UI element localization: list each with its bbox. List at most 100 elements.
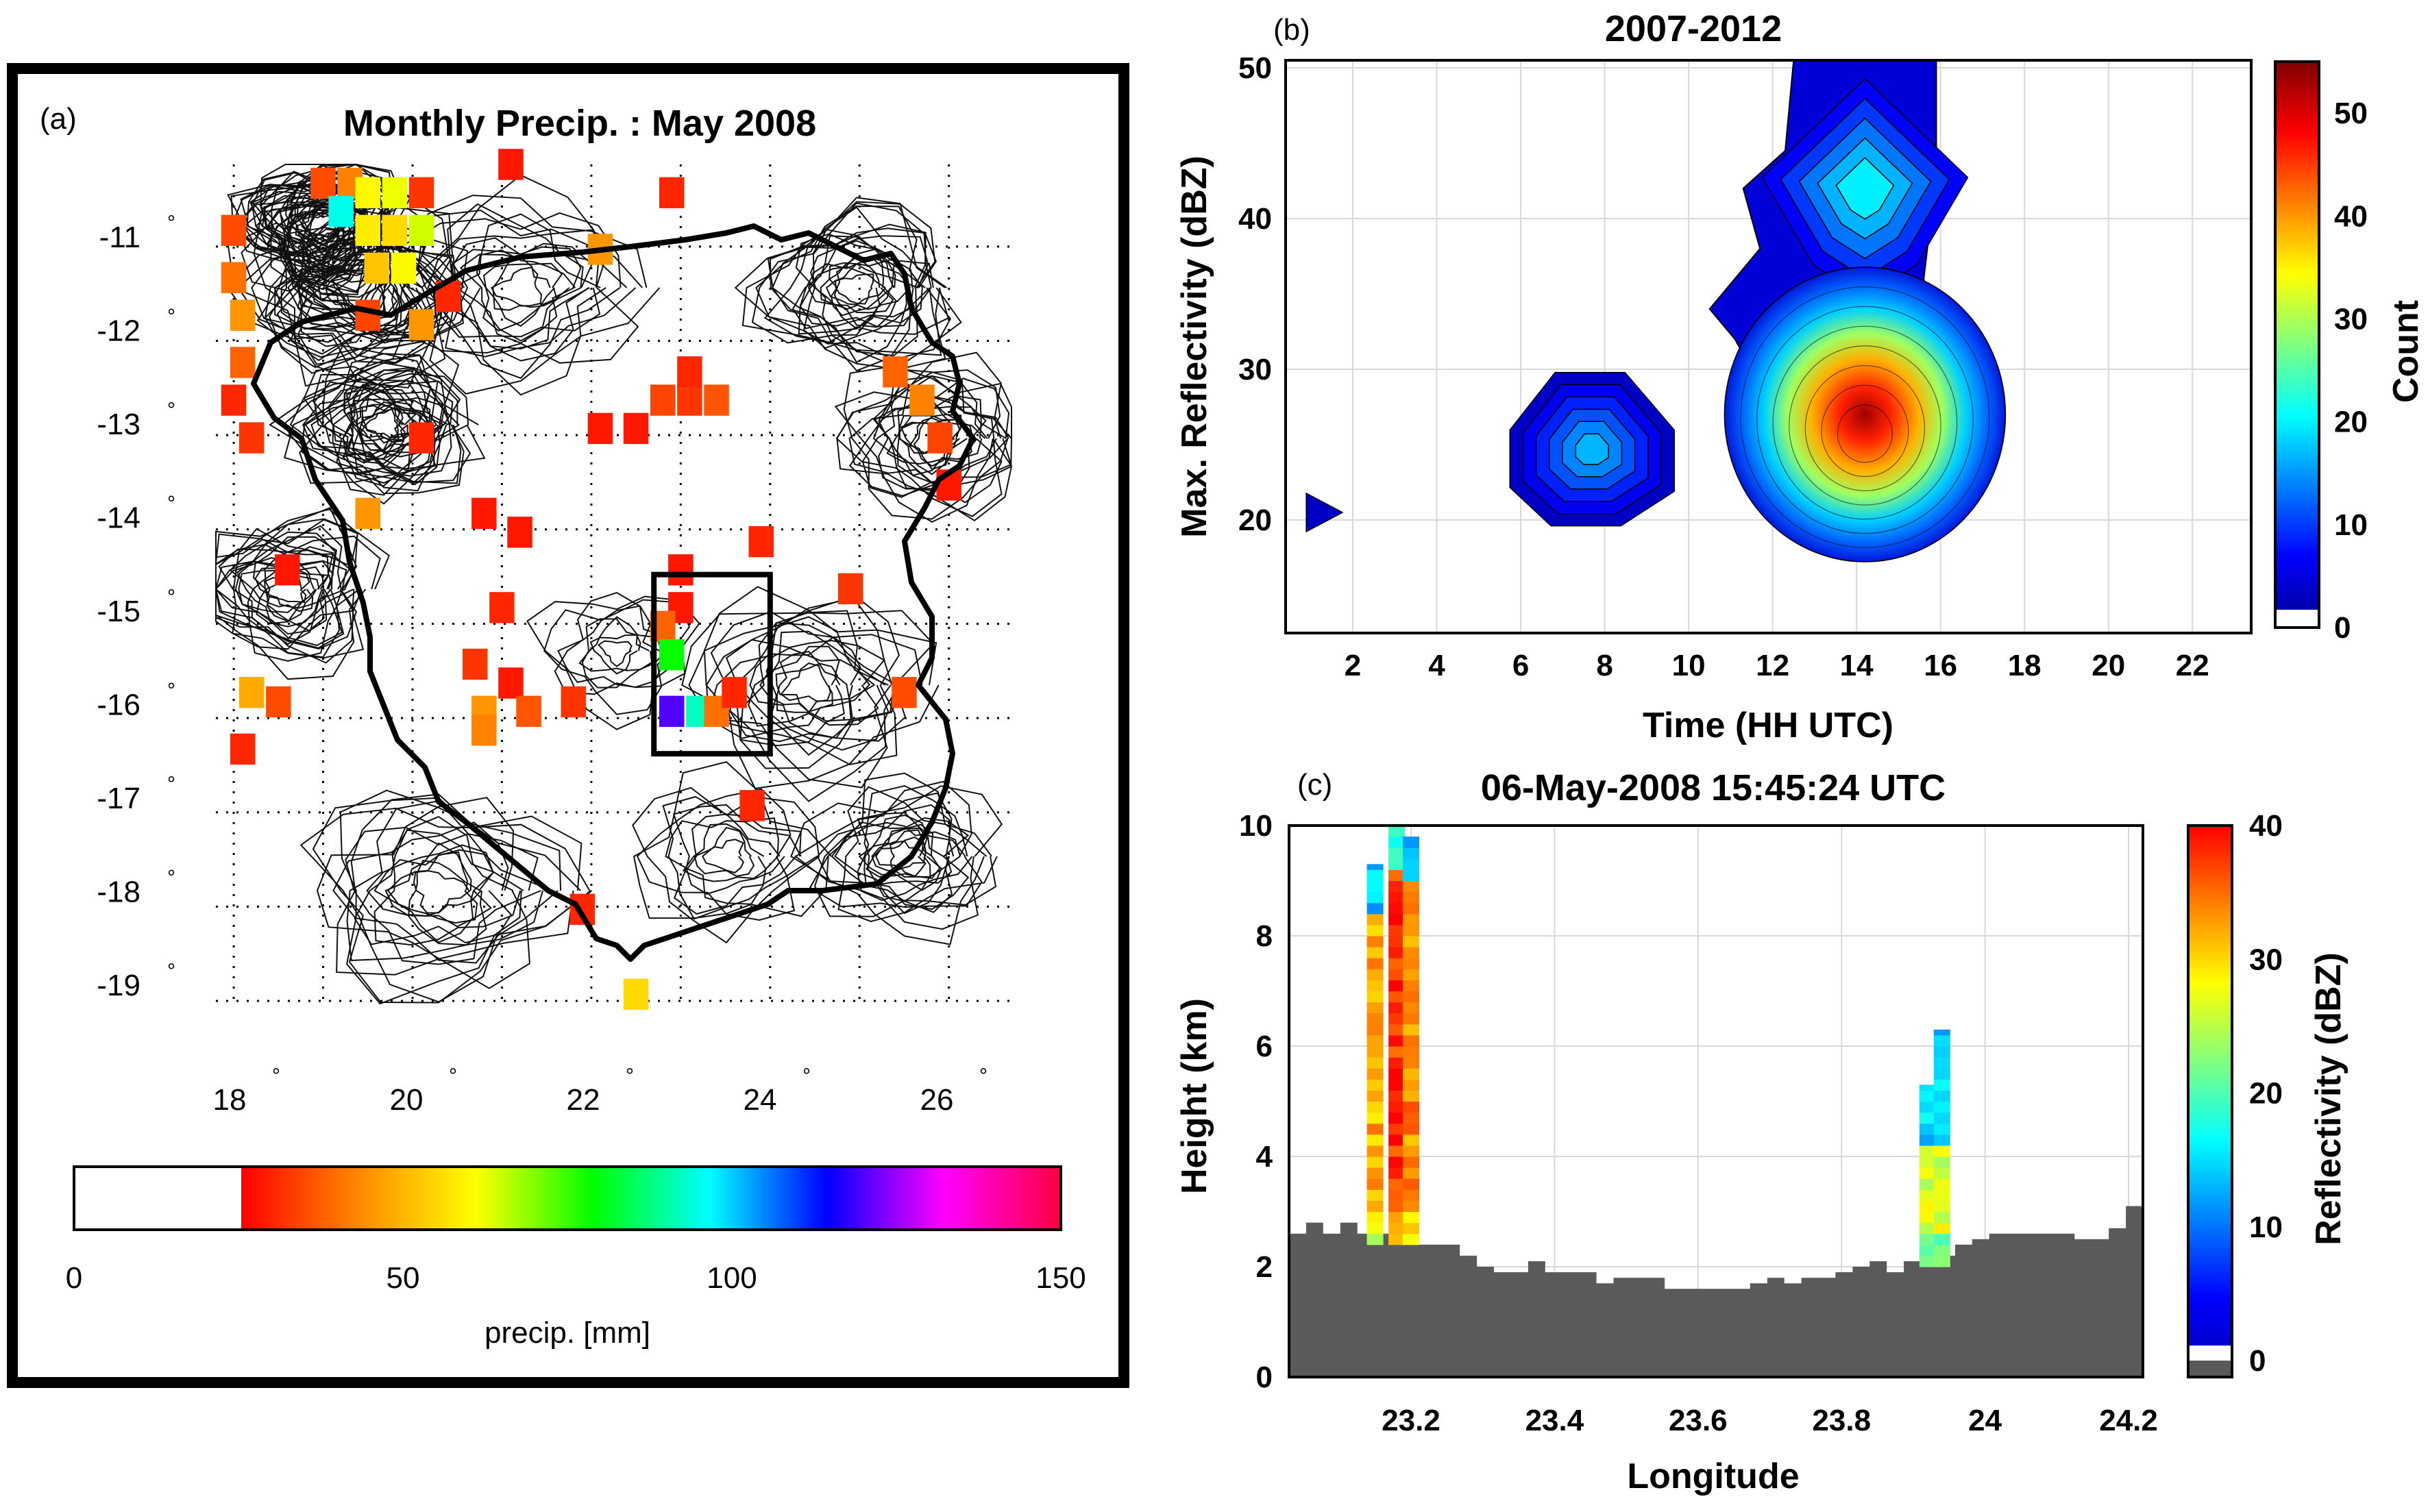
panel-b: (b) 2007-2012 2 4 6 8 10 12 14 16 18 20 22 20 30 40 50…: [1175, 8, 2426, 745]
topo-contour: [701, 839, 745, 873]
reflectivity-cell: [1388, 1002, 1406, 1014]
topo-contour: [836, 351, 1013, 522]
topo-contour: [354, 815, 522, 945]
latitude-tick-label: -17: [97, 782, 140, 815]
panel-c-xtick: 23.2: [1382, 1404, 1440, 1437]
topo-contour: [342, 377, 451, 473]
basin-outline: [251, 223, 976, 962]
reflectivity-cell: [1366, 880, 1384, 893]
reflectivity-cell: [1933, 1090, 1950, 1102]
topo-contour: [491, 267, 543, 307]
topo-contour: [215, 518, 391, 680]
topo-contour: [751, 202, 942, 356]
precip-cell: [677, 384, 702, 416]
precip-cell: [355, 299, 380, 331]
degree-mark: °: [167, 773, 175, 795]
latitude-tick-label: -19: [97, 969, 140, 1002]
count-core-contour: [1756, 306, 1974, 534]
topo-contour: [229, 543, 354, 641]
precip-cell: [748, 525, 774, 558]
reflectivity-cell: [1388, 1112, 1406, 1124]
topo-contour: [886, 400, 972, 465]
reflectivity-cell: [1933, 1057, 1950, 1069]
panel-c-xtick: 23.6: [1669, 1404, 1728, 1437]
reflectivity-cell: [1933, 1079, 1950, 1091]
reflectivity-cell: [1366, 1134, 1384, 1146]
topo-contour: [254, 566, 324, 622]
count-core-contour: [1724, 267, 2006, 562]
reflectivity-cell: [1366, 1189, 1384, 1201]
panel-c-ytick: 4: [1256, 1140, 1273, 1174]
precip-cell: [266, 686, 291, 718]
terrain-profile: [1289, 1206, 2143, 1377]
reflectivity-cell: [1366, 1068, 1384, 1080]
degree-mark: °: [167, 399, 175, 421]
reflectivity-cell: [1366, 936, 1384, 947]
reflectivity-cell: [1919, 1112, 1936, 1124]
reflectivity-cell: [1388, 1233, 1406, 1245]
topo-contour: [763, 206, 949, 344]
reflectivity-cell: [1388, 1156, 1406, 1168]
panel-c-title: 06-May-2008 15:45:24 UTC: [1481, 767, 1946, 808]
reflectivity-cell: [1403, 891, 1419, 904]
panel-b-ytick: 30: [1238, 353, 1272, 386]
reflectivity-cell: [1388, 836, 1406, 848]
topo-contour: [739, 621, 898, 747]
precip-cell: [382, 177, 408, 208]
reflectivity-cell: [1366, 1145, 1384, 1157]
topo-contour: [681, 610, 935, 802]
topo-contour: [848, 375, 1003, 504]
topo-contour: [238, 549, 330, 632]
reflectivity-cell: [1403, 1178, 1419, 1190]
panel-b-xtick: 14: [1840, 649, 1874, 682]
reflectivity-cell: [1919, 1156, 1936, 1168]
reflectivity-cell: [1366, 1002, 1384, 1014]
panel-c-ytick: 6: [1256, 1030, 1273, 1063]
panel-b-axes-box: [1284, 59, 2253, 634]
precip-map: [214, 149, 1013, 1010]
reflectivity-cell: [1933, 1101, 1950, 1113]
reflectivity-cell: [1919, 1123, 1936, 1135]
reflectivity-cell: [1388, 1057, 1406, 1069]
topo-contour: [825, 263, 881, 310]
count-colorbar-tick: 30: [2334, 302, 2368, 336]
reflectivity-cell: [1388, 936, 1406, 947]
reflectivity-colorbar-tick: 30: [2249, 943, 2283, 976]
topo-contour: [829, 262, 895, 317]
precip-cell: [355, 497, 380, 529]
reflectivity-cell: [1388, 880, 1406, 893]
reflectivity-cell: [1403, 1112, 1419, 1124]
precip-cell: [837, 573, 863, 605]
reflectivity-cell: [1388, 826, 1406, 837]
topo-contour: [776, 650, 850, 713]
reflectivity-cell: [1919, 1255, 1936, 1267]
topo-contour: [268, 208, 468, 374]
latitude-ticks: -11 ° -12 ° -13 ° -14 ° -15 ° -16 ° -17 ° -18 ° -19 °: [97, 212, 175, 1002]
topo-contour: [554, 592, 686, 695]
reflectivity-cell: [1403, 1101, 1419, 1113]
reflectivity-cell: [1366, 1101, 1384, 1113]
topo-contour: [312, 373, 469, 496]
topo-contour: [578, 616, 653, 672]
topo-contour: [413, 870, 471, 914]
panel-a: (a) Monthly Precip. : May 2008 -11 °-12 °-…: [7, 63, 1129, 1388]
reflectivity-cell: [1919, 1101, 1936, 1113]
topo-contour: [299, 807, 583, 1003]
reflectivity-cell: [1388, 1200, 1406, 1212]
reflectivity-cell: [1919, 1222, 1936, 1235]
topo-contour: [807, 248, 897, 328]
topo-contour: [741, 197, 962, 369]
reflectivity-cell: [1933, 1029, 1950, 1036]
reflectivity-cell: [1366, 1090, 1384, 1102]
reflectivity-cell: [1933, 1167, 1950, 1179]
reflectivity-cell: [1919, 1211, 1936, 1224]
precip-cell: [561, 686, 586, 718]
reflectivity-cell: [1919, 1244, 1936, 1256]
topo-contour: [810, 247, 913, 336]
precip-colorbar-white: [74, 1167, 241, 1230]
reflectivity-cell: [1388, 1134, 1406, 1146]
topo-contour: [703, 586, 940, 789]
longitude-tick-label: 22: [567, 1083, 600, 1117]
reflectivity-cell: [1366, 1057, 1384, 1069]
topo-contour: [283, 353, 471, 484]
